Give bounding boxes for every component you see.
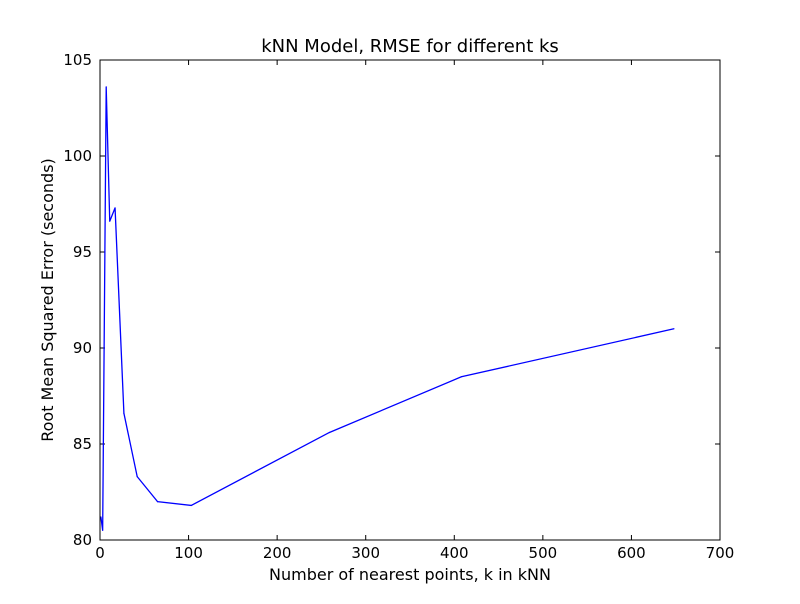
data-point <box>109 220 111 222</box>
series-line <box>100 86 675 531</box>
plot-background <box>100 60 720 540</box>
data-point <box>460 376 462 378</box>
y-tick-label: 90 <box>73 339 92 357</box>
y-tick-label: 105 <box>63 51 92 69</box>
x-tick-label: 300 <box>351 544 380 562</box>
data-point <box>156 501 159 503</box>
x-tick-label: 200 <box>263 544 292 562</box>
plot-area <box>99 59 721 541</box>
data-point <box>100 516 102 518</box>
data-point <box>123 412 125 414</box>
data-point <box>136 476 138 478</box>
y-tick-label: 85 <box>73 435 92 453</box>
y-tick-label: 80 <box>73 531 92 549</box>
y-tick-label: 95 <box>73 243 92 261</box>
x-tick-label: 700 <box>706 544 735 562</box>
y-tick-label: 100 <box>63 147 92 165</box>
data-point <box>673 328 675 330</box>
data-point <box>190 504 192 507</box>
x-tick-label: 500 <box>529 544 558 562</box>
tick-labels-layer: 0 100 200 300 400 500 600 700 80 85 90 95 100 105 <box>63 51 734 562</box>
data-point <box>328 431 330 434</box>
data-point <box>114 207 116 209</box>
x-tick-label: 600 <box>617 544 646 562</box>
chart-title: kNN Model, RMSE for different ks <box>261 36 559 57</box>
x-axis-label: Number of nearest points, k in kNN <box>269 565 551 584</box>
x-tick-label: 100 <box>174 544 203 562</box>
points-layer <box>100 86 675 532</box>
y-axis-label: Root Mean Squared Error (seconds) <box>38 158 57 442</box>
plot-frame <box>99 59 721 541</box>
x-tick-label: 0 <box>95 544 105 562</box>
x-tick-label: 400 <box>440 544 469 562</box>
data-point <box>102 529 104 532</box>
data-point <box>105 86 107 88</box>
